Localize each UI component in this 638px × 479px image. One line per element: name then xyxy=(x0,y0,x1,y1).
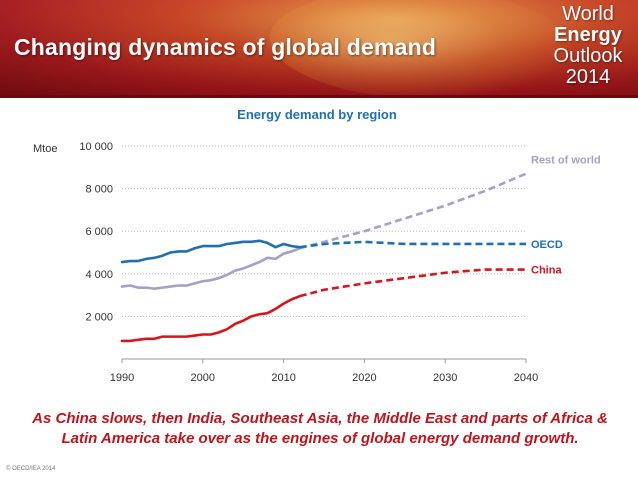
banner-divider xyxy=(0,95,638,98)
logo-line-year: 2014 xyxy=(565,66,611,88)
series-line-rest-of-world-historical xyxy=(120,246,302,291)
series-line-rest-of-world-projection xyxy=(299,172,527,250)
y-axis-ticks: 2 000 4 000 6 000 8 000 10 000 xyxy=(79,141,113,323)
series-line-china-projection xyxy=(299,268,526,298)
slide-title: Changing dynamics of global demand xyxy=(14,34,437,60)
copyright-notice: © OECD/IEA 2014 xyxy=(6,466,56,472)
series-line-china-historical xyxy=(120,294,302,343)
x-tick-label: 2020 xyxy=(352,372,376,384)
y-axis-label: Mtoe xyxy=(33,143,57,155)
africa-map-icon xyxy=(270,0,570,95)
energy-demand-chart: Energy demand by region Mtoe 2 000 4 000 6… xyxy=(33,107,601,384)
y-tick-label: 6 000 xyxy=(85,226,113,238)
logo-line-energy: Energy xyxy=(554,24,622,46)
y-tick-label: 8 000 xyxy=(85,184,113,196)
y-tick-label: 4 000 xyxy=(85,269,113,281)
y-tick-label: 2 000 xyxy=(85,311,113,323)
logo-line-outlook: Outlook xyxy=(553,45,623,67)
x-tick-label: 2010 xyxy=(271,372,295,384)
series-line-oecd-historical xyxy=(120,239,302,264)
chart-title: Energy demand by region xyxy=(237,107,397,122)
weo-logo: World Energy Outlook 2014 xyxy=(540,4,636,88)
logo-line-world: World xyxy=(562,3,614,25)
series-label-china: China xyxy=(531,265,562,277)
series-lines xyxy=(120,172,527,343)
title-banner xyxy=(0,0,638,95)
x-tick-label: 1990 xyxy=(110,372,134,384)
series-label-oecd: OECD xyxy=(531,239,563,251)
x-tick-label: 2000 xyxy=(191,372,215,384)
series-labels: Rest of world OECD China xyxy=(531,155,601,277)
footer-statement: As China slows, then India, Southeast As… xyxy=(32,410,608,447)
y-tick-label: 10 000 xyxy=(79,141,113,153)
x-axis-ticks: 1990 2000 2010 2020 2030 2040 xyxy=(110,359,538,384)
x-tick-label: 2030 xyxy=(433,372,457,384)
series-line-oecd-projection xyxy=(299,240,526,249)
chart-grid xyxy=(122,145,526,360)
x-tick-label: 2040 xyxy=(514,372,538,384)
series-label-rest-of-world: Rest of world xyxy=(531,155,601,167)
